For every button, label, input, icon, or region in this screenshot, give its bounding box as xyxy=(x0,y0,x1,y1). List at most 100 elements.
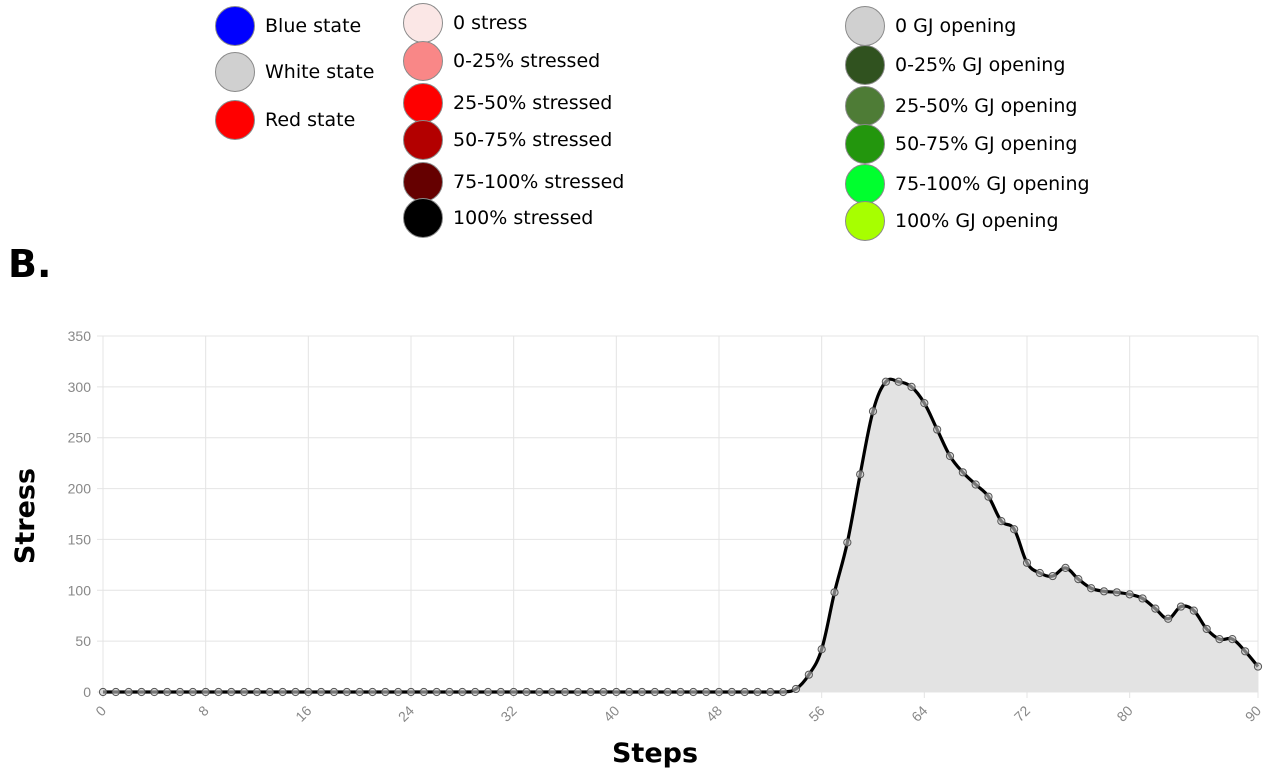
legend-item-stress-3: 50-75% stressed xyxy=(403,120,612,160)
legend-swatch-circle xyxy=(215,52,255,92)
data-point-23 xyxy=(394,687,403,697)
x-tick-label-80: 80 xyxy=(1113,702,1135,724)
legend-item-states-1: White state xyxy=(215,52,374,92)
legend-swatch-circle xyxy=(215,6,255,46)
legend-label: 50-75% stressed xyxy=(453,129,613,151)
data-point-86 xyxy=(1202,624,1211,634)
data-point-74 xyxy=(1048,571,1057,581)
data-point-81 xyxy=(1138,594,1147,603)
y-tick-label-50: 50 xyxy=(75,633,91,649)
data-point-3 xyxy=(137,687,146,697)
legend-swatch-circle xyxy=(845,164,885,204)
legend-label: 0 GJ opening xyxy=(895,15,1017,37)
legend-item-states-0: Blue state xyxy=(215,6,361,46)
data-point-57 xyxy=(830,588,839,597)
chart-area-layer xyxy=(103,377,1260,694)
data-point-82 xyxy=(1151,604,1160,613)
data-point-76 xyxy=(1074,574,1083,584)
data-point-64 xyxy=(920,399,929,408)
legend-item-stress-2: 25-50% stressed xyxy=(403,83,612,123)
legend-label: Red state xyxy=(265,109,356,131)
data-point-38 xyxy=(586,687,595,697)
data-point-60 xyxy=(868,407,878,416)
data-point-29 xyxy=(471,687,480,697)
data-point-87 xyxy=(1215,635,1224,644)
data-point-53 xyxy=(779,687,788,697)
data-point-33 xyxy=(522,687,531,697)
legend-swatch-circle xyxy=(403,83,443,123)
legend-swatch-circle xyxy=(845,6,885,46)
legend-item-stress-4: 75-100% stressed xyxy=(403,162,624,202)
data-point-65 xyxy=(933,425,942,434)
y-tick-label-250: 250 xyxy=(68,430,92,446)
legend-item-gj-5: 100% GJ opening xyxy=(845,201,1059,241)
data-point-12 xyxy=(252,687,262,697)
data-point-59 xyxy=(856,470,865,479)
data-point-47 xyxy=(702,687,711,697)
legend-label: 0-25% stressed xyxy=(453,50,601,72)
data-point-28 xyxy=(458,687,467,697)
legend-item-gj-2: 25-50% GJ opening xyxy=(845,86,1077,126)
x-tick-label-90: 90 xyxy=(1242,702,1264,724)
legend-item-gj-0: 0 GJ opening xyxy=(845,6,1016,46)
data-point-13 xyxy=(265,687,274,697)
legend-label: 0-25% GJ opening xyxy=(895,54,1066,76)
data-point-16 xyxy=(304,687,313,697)
legend-swatch-circle xyxy=(845,124,885,164)
data-point-58 xyxy=(843,538,852,547)
x-tick-label-24: 24 xyxy=(395,702,417,724)
x-tick-label-8: 8 xyxy=(195,702,212,719)
data-point-27 xyxy=(445,687,454,697)
legend-label: Blue state xyxy=(265,15,362,37)
data-point-45 xyxy=(676,687,685,697)
data-point-89 xyxy=(1241,647,1250,656)
data-point-1 xyxy=(111,687,120,697)
data-point-54 xyxy=(791,684,801,694)
data-point-9 xyxy=(214,687,223,697)
data-point-37 xyxy=(573,687,582,697)
legend-label: 75-100% GJ opening xyxy=(895,173,1090,195)
legend-item-gj-1: 0-25% GJ opening xyxy=(845,45,1065,85)
x-tick-label-64: 64 xyxy=(908,702,930,724)
legend-swatch-circle xyxy=(845,201,885,241)
data-point-50 xyxy=(740,687,749,697)
x-tick-label-0: 0 xyxy=(92,702,109,719)
data-point-75 xyxy=(1061,563,1070,573)
data-point-36 xyxy=(560,687,570,697)
legend-label: 0 stress xyxy=(453,12,528,34)
data-point-66 xyxy=(945,451,955,461)
data-point-21 xyxy=(368,687,377,697)
legend-swatch-circle xyxy=(403,198,443,238)
y-axis-title: Stress xyxy=(10,468,41,564)
data-point-8 xyxy=(201,687,210,697)
data-point-32 xyxy=(509,687,518,697)
legend-swatch-circle xyxy=(403,41,443,81)
data-point-56 xyxy=(817,645,826,654)
data-point-40 xyxy=(612,687,621,697)
y-tick-label-300: 300 xyxy=(68,379,92,395)
data-point-46 xyxy=(689,687,698,697)
data-point-90 xyxy=(1253,662,1263,671)
y-tick-label-0: 0 xyxy=(83,684,91,700)
data-point-5 xyxy=(163,687,172,697)
legend-item-gj-4: 75-100% GJ opening xyxy=(845,164,1090,204)
data-point-73 xyxy=(1035,568,1044,578)
data-point-71 xyxy=(1010,525,1019,534)
data-point-18 xyxy=(329,687,339,697)
data-point-17 xyxy=(317,687,326,697)
legend-item-stress-5: 100% stressed xyxy=(403,198,593,238)
legend-item-states-2: Red state xyxy=(215,100,355,140)
y-tick-label-150: 150 xyxy=(68,531,92,547)
data-point-43 xyxy=(650,687,659,697)
data-point-84 xyxy=(1176,602,1186,611)
data-point-48 xyxy=(714,687,724,697)
legend-label: 100% GJ opening xyxy=(895,210,1059,232)
x-tick-label-32: 32 xyxy=(497,702,519,724)
legend-swatch-circle xyxy=(215,100,255,140)
data-point-67 xyxy=(958,468,967,477)
y-tick-label-200: 200 xyxy=(68,481,92,497)
data-point-15 xyxy=(291,687,300,697)
data-point-31 xyxy=(496,687,505,697)
data-point-77 xyxy=(1087,584,1096,593)
